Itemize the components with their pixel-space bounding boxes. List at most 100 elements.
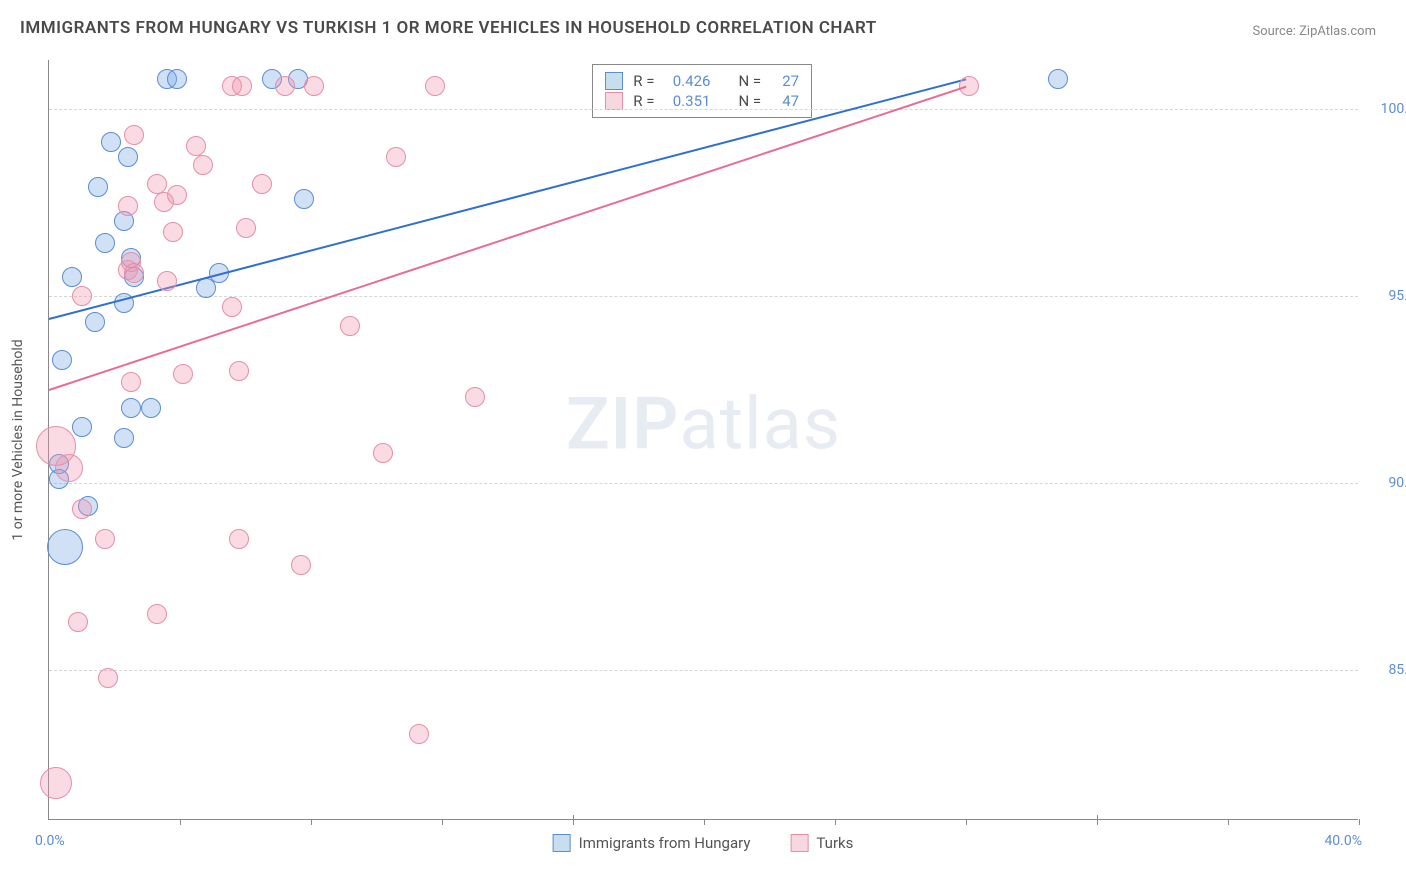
scatter-point: [114, 428, 134, 448]
scatter-point: [465, 387, 485, 407]
gridline-h: [49, 670, 1358, 671]
y-tick-label: 100.0%: [1366, 101, 1406, 117]
scatter-point: [222, 297, 242, 317]
scatter-point: [68, 612, 88, 632]
stats-row-hungary: R = 0.426 N = 27: [605, 71, 799, 91]
n-label: N =: [738, 72, 761, 90]
x-tick: [966, 819, 967, 825]
chart-area: 1 or more Vehicles in Household ZIPatlas…: [48, 60, 1358, 820]
x-tick: [835, 819, 836, 825]
x-tick: [1359, 819, 1360, 825]
gridline-h: [49, 296, 1358, 297]
stats-legend-box: R = 0.426 N = 27 R = 0.351 N = 47: [592, 64, 812, 118]
x-axis-max-label: 40.0%: [1324, 833, 1362, 849]
r-label: R =: [633, 72, 654, 90]
legend-label-hungary: Immigrants from Hungary: [579, 834, 751, 852]
scatter-point: [95, 233, 115, 253]
legend-swatch-hungary: [553, 834, 571, 852]
trend-line: [49, 79, 967, 321]
legend-swatch-turks: [790, 834, 808, 852]
scatter-point: [193, 155, 213, 175]
watermark-bold: ZIP: [566, 382, 679, 467]
y-tick-label: 95.0%: [1366, 288, 1406, 304]
scatter-point: [36, 426, 76, 466]
swatch-hungary: [605, 72, 623, 90]
legend-item-turks: Turks: [790, 834, 853, 852]
x-tick: [1097, 815, 1098, 825]
scatter-point: [157, 271, 177, 291]
watermark: ZIPatlas: [566, 382, 841, 467]
x-tick: [180, 819, 181, 825]
scatter-point: [252, 174, 272, 194]
plot-region: ZIPatlas R = 0.426 N = 27 R = 0.351 N: [48, 60, 1358, 820]
r-label: R =: [633, 92, 654, 110]
scatter-point: [229, 529, 249, 549]
n-label: N =: [738, 92, 761, 110]
scatter-point: [47, 529, 83, 565]
scatter-point: [275, 76, 295, 96]
gridline-h: [49, 109, 1358, 110]
x-tick: [573, 815, 574, 825]
scatter-point: [173, 364, 193, 384]
scatter-point: [124, 263, 144, 283]
scatter-point: [141, 398, 161, 418]
scatter-point: [98, 668, 118, 688]
scatter-point: [121, 398, 141, 418]
scatter-point: [167, 69, 187, 89]
scatter-point: [72, 286, 92, 306]
source-attribution: Source: ZipAtlas.com: [1252, 24, 1376, 39]
scatter-point: [101, 132, 121, 152]
scatter-point: [304, 76, 324, 96]
scatter-point: [52, 350, 72, 370]
gridline-h: [49, 483, 1358, 484]
y-axis-title: 1 or more Vehicles in Household: [10, 339, 26, 540]
x-axis-min-label: 0.0%: [35, 833, 65, 849]
x-tick: [704, 819, 705, 825]
scatter-point: [186, 136, 206, 156]
scatter-point: [409, 724, 429, 744]
scatter-point: [121, 372, 141, 392]
watermark-light: atlas: [679, 382, 841, 467]
x-tick: [311, 819, 312, 825]
y-tick-label: 90.0%: [1366, 475, 1406, 491]
x-tick: [442, 819, 443, 825]
legend-bottom: Immigrants from Hungary Turks: [553, 834, 854, 852]
scatter-point: [232, 76, 252, 96]
n-value-hungary: 27: [771, 72, 799, 90]
chart-title: IMMIGRANTS FROM HUNGARY VS TURKISH 1 OR …: [20, 18, 877, 38]
scatter-point: [147, 174, 167, 194]
scatter-point: [1048, 69, 1068, 89]
scatter-point: [236, 218, 256, 238]
scatter-point: [72, 417, 92, 437]
scatter-point: [196, 278, 216, 298]
scatter-point: [88, 177, 108, 197]
scatter-point: [425, 76, 445, 96]
x-tick: [1228, 819, 1229, 825]
scatter-point: [291, 555, 311, 575]
scatter-point: [40, 767, 72, 799]
scatter-point: [167, 185, 187, 205]
scatter-point: [62, 267, 82, 287]
n-value-turks: 47: [771, 92, 799, 110]
chart-container: IMMIGRANTS FROM HUNGARY VS TURKISH 1 OR …: [0, 0, 1406, 892]
r-value-turks: 0.351: [664, 92, 710, 110]
scatter-point: [95, 529, 115, 549]
scatter-point: [163, 222, 183, 242]
scatter-point: [229, 361, 249, 381]
scatter-point: [85, 312, 105, 332]
trend-line: [49, 86, 967, 391]
scatter-point: [386, 147, 406, 167]
legend-item-hungary: Immigrants from Hungary: [553, 834, 751, 852]
scatter-point: [118, 147, 138, 167]
legend-label-turks: Turks: [816, 834, 853, 852]
scatter-point: [72, 499, 92, 519]
scatter-point: [147, 604, 167, 624]
scatter-point: [340, 316, 360, 336]
scatter-point: [118, 196, 138, 216]
scatter-point: [124, 125, 144, 145]
y-tick-label: 85.0%: [1366, 662, 1406, 678]
swatch-turks: [605, 92, 623, 110]
scatter-point: [294, 189, 314, 209]
r-value-hungary: 0.426: [664, 72, 710, 90]
scatter-point: [373, 443, 393, 463]
